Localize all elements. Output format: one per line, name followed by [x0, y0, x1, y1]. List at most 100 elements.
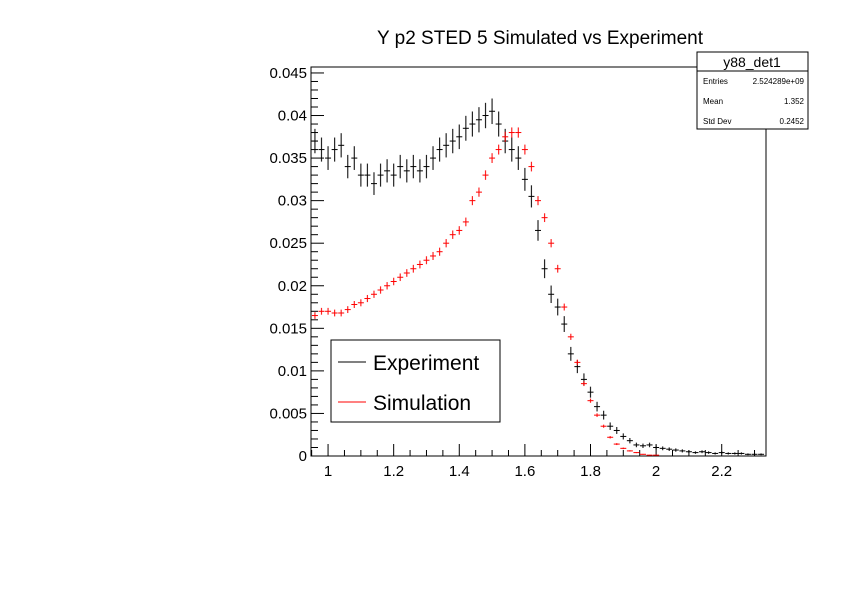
simulation-point — [403, 269, 410, 277]
experiment-point — [639, 443, 646, 448]
simulation-point — [541, 213, 548, 223]
simulation-point — [331, 309, 338, 317]
simulation-point — [620, 447, 627, 450]
simulation-point — [600, 424, 607, 428]
simulation-point — [626, 450, 633, 452]
x-tick-label: 1.2 — [383, 463, 404, 480]
experiment-point — [607, 422, 614, 430]
experiment-point — [620, 433, 627, 440]
experiment-point — [744, 453, 751, 456]
simulation-point — [318, 307, 325, 315]
simulation-point — [410, 264, 417, 273]
experiment-point — [403, 159, 410, 183]
experiment-point — [666, 447, 673, 451]
experiment-point — [475, 107, 482, 133]
simulation-point — [357, 299, 364, 307]
experiment-point — [554, 298, 561, 316]
experiment-point — [600, 410, 607, 420]
y-tick-label: 0.02 — [278, 278, 307, 295]
experiment-point — [370, 172, 377, 195]
experiment-point — [561, 316, 568, 332]
simulation-point — [456, 226, 463, 235]
experiment-point — [482, 102, 489, 129]
x-axis: 1 1.2 1.4 1.6 1.8 2 2.2 — [311, 444, 756, 480]
legend: Experiment Simulation — [330, 339, 501, 423]
simulation-point — [613, 443, 620, 446]
simulation-point — [390, 277, 397, 286]
data-marks — [311, 98, 765, 456]
simulation-point — [639, 453, 646, 455]
experiment-point — [325, 146, 332, 170]
experiment-point — [653, 445, 660, 450]
x-tick-label: 2 — [652, 463, 660, 480]
y-axis: 0 0.005 0.01 0.015 0.02 0.025 0.03 0.035 0.04 0.0… — [269, 65, 324, 465]
simulation-point — [554, 264, 561, 273]
stats-value-stddev: 0.2452 — [780, 117, 805, 126]
stats-label-stddev: Std Dev — [703, 117, 731, 126]
experiment-point — [495, 111, 502, 137]
experiment-point — [469, 111, 476, 137]
simulation-point — [489, 153, 496, 163]
experiment-point — [705, 451, 712, 454]
simulation-point — [364, 294, 371, 303]
x-tick-label: 1 — [324, 463, 332, 480]
stats-box-frame — [696, 51, 809, 130]
simulation-point — [548, 239, 555, 248]
simulation-point — [515, 127, 522, 138]
simulation-point — [469, 196, 476, 206]
y-tick-label: 0.045 — [269, 65, 307, 82]
experiment-point — [430, 146, 437, 170]
simulation-point — [423, 256, 430, 265]
simulation-point — [633, 452, 640, 454]
experiment-point — [626, 437, 633, 444]
experiment-point — [659, 446, 666, 451]
simulation-point — [646, 454, 653, 456]
simulation-point — [416, 260, 423, 269]
legend-label-experiment: Experiment — [373, 352, 479, 375]
experiment-point — [436, 137, 443, 162]
simulation-point — [607, 436, 614, 439]
simulation-point — [351, 300, 358, 308]
y-tick-label: 0.03 — [278, 193, 307, 210]
simulation-point — [443, 239, 450, 248]
experiment-point — [508, 137, 515, 162]
experiment-point — [449, 128, 456, 154]
experiment-point — [364, 163, 371, 187]
experiment-point — [344, 154, 351, 179]
simulation-point — [653, 454, 660, 456]
y-tick-label: 0.025 — [269, 235, 307, 252]
stats-value-entries: 2.524289e+09 — [753, 77, 805, 86]
experiment-point — [338, 133, 345, 158]
simulation-point — [482, 170, 489, 180]
simulation-point — [325, 307, 332, 315]
experiment-point — [456, 124, 463, 150]
experiment-point — [528, 185, 535, 208]
experiment-point — [548, 285, 555, 304]
experiment-point — [712, 452, 719, 455]
experiment-point — [718, 451, 725, 454]
simulation-point — [449, 230, 456, 239]
experiment-point — [725, 452, 732, 455]
stats-label-entries: Entries — [703, 77, 728, 86]
experiment-point — [397, 154, 404, 179]
experiment-point — [311, 128, 318, 154]
simulation-point — [462, 217, 469, 227]
simulation-point — [587, 398, 594, 403]
x-tick-label: 2.2 — [711, 463, 732, 480]
experiment-point — [672, 448, 679, 452]
experiment-point — [692, 451, 699, 454]
simulation-point — [344, 306, 351, 314]
y-tick-label: 0.015 — [269, 320, 307, 337]
experiment-point — [384, 159, 391, 183]
chart-title: Y p2 STED 5 Simulated vs Experiment — [377, 28, 704, 49]
simulation-point — [430, 251, 437, 260]
experiment-point — [535, 220, 542, 241]
experiment-point — [633, 442, 640, 448]
y-tick-label: 0.005 — [269, 405, 307, 422]
experiment-point — [587, 386, 594, 398]
y-tick-label: 0.035 — [269, 150, 307, 167]
experiment-point — [685, 450, 692, 454]
experiment-point — [541, 259, 548, 279]
